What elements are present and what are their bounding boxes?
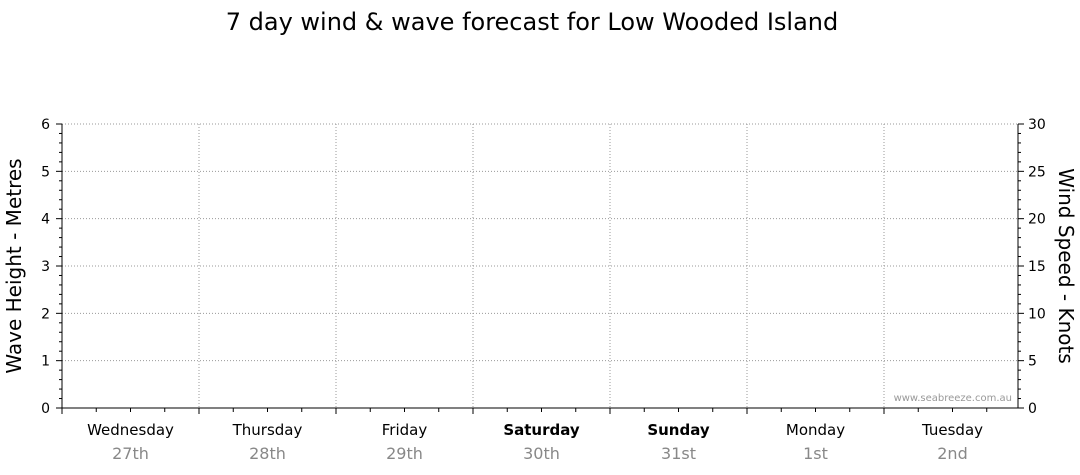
chart-title: 7 day wind & wave forecast for Low Woode… xyxy=(226,8,838,36)
x-axis-day-label: Thursday xyxy=(232,421,303,439)
x-axis-day-label: Tuesday xyxy=(921,421,983,439)
y-right-tick-label: 10 xyxy=(1028,306,1046,322)
x-axis-date-label: 2nd xyxy=(937,444,967,463)
y-left-tick-label: 0 xyxy=(41,401,50,417)
y-right-tick-label: 25 xyxy=(1028,164,1046,180)
x-axis-day-label: Monday xyxy=(786,421,845,439)
y-right-tick-label: 20 xyxy=(1028,212,1046,228)
y-left-tick-label: 5 xyxy=(41,164,50,180)
y-right-tick-label: 30 xyxy=(1028,117,1046,133)
x-axis-date-label: 30th xyxy=(523,444,560,463)
x-axis-day-label: Wednesday xyxy=(87,421,174,439)
y-right-tick-label: 15 xyxy=(1028,259,1046,275)
y-axis-left-title: Wave Height - Metres xyxy=(2,158,26,373)
y-left-tick-label: 3 xyxy=(41,259,50,275)
y-right-tick-label: 5 xyxy=(1028,354,1037,370)
y-left-tick-label: 2 xyxy=(41,306,50,322)
x-axis-day-label: Saturday xyxy=(503,421,580,439)
labels-layer: 0 1 2 3 4 5 6 0 5 10 15 20 25 30 Wednesday 27th Thursday… xyxy=(41,117,1046,463)
watermark-text: www.seabreeze.com.au xyxy=(894,393,1012,404)
x-axis-date-label: 27th xyxy=(112,444,149,463)
y-left-tick-label: 4 xyxy=(41,212,50,228)
x-axis-day-label: Friday xyxy=(382,421,428,439)
y-axis-right-title: Wind Speed - Knots xyxy=(1054,168,1078,364)
x-axis-date-label: 31st xyxy=(661,444,696,463)
y-right-tick-label: 0 xyxy=(1028,401,1037,417)
x-axis-date-label: 28th xyxy=(249,444,286,463)
x-axis-date-label: 29th xyxy=(386,444,423,463)
x-axis-day-label: Sunday xyxy=(647,421,710,439)
y-left-tick-label: 1 xyxy=(41,354,50,370)
grid-layer xyxy=(62,123,1018,408)
x-axis-date-label: 1st xyxy=(803,444,828,463)
axes-layer xyxy=(56,123,1024,414)
y-left-tick-label: 6 xyxy=(41,117,50,133)
